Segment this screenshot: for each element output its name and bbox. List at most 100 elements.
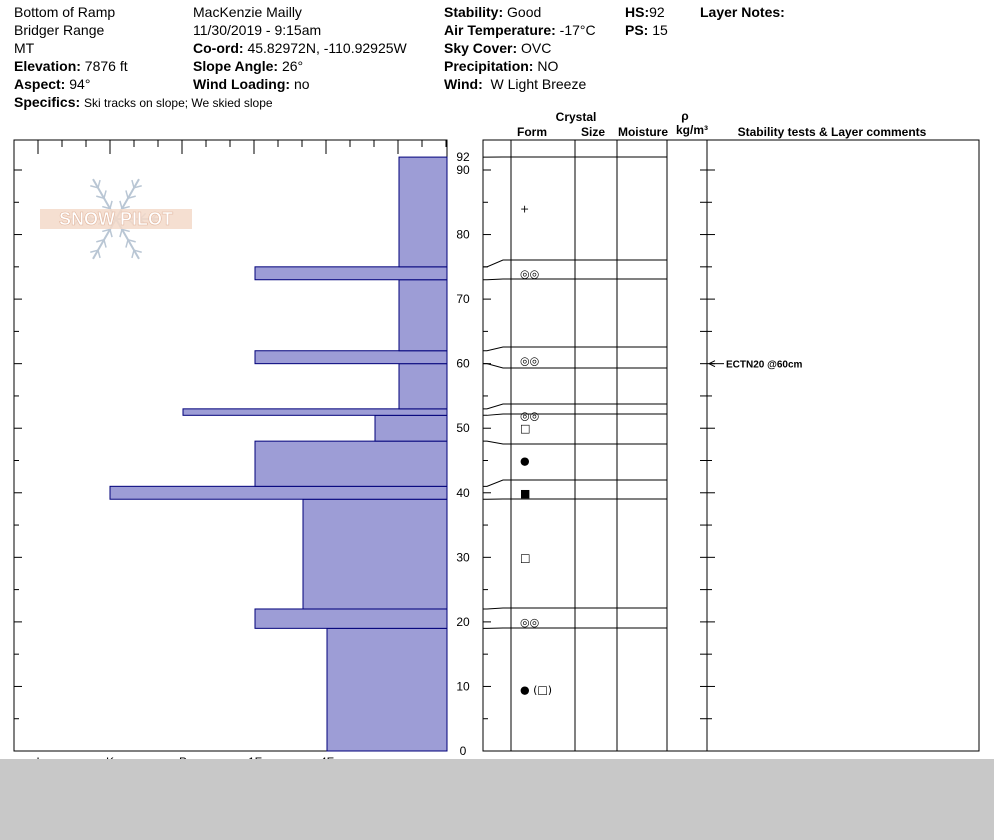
air-temp-label: Air Temperature: [444,22,556,38]
snowflake-branch [133,249,142,253]
crystal-form-6: ■ [520,487,530,500]
wind-loading-label: Wind Loading: [193,76,291,92]
logo-band [40,209,192,229]
precip-field: Precipitation: NO [444,57,558,75]
range-name: Bridger Range [14,22,105,38]
snowflake-branch [131,249,135,259]
ps-label: PS: [625,22,649,38]
logo-text: SNOW PILOT [59,209,173,229]
snowflake-branch [119,200,123,209]
snowflake-branch [102,205,111,210]
layer-boundary-line [483,278,667,281]
sky-field: Sky Cover: OVC [444,39,551,57]
air-temp-value: -17°C [559,22,596,38]
layer-boundary-line [483,440,667,445]
snowflake-branch [97,179,101,189]
crystal-form-1: ◎◎ [520,267,539,280]
hardness-bar-10 [254,266,448,281]
layer-boundary-line [483,479,667,487]
slope-value: 26° [281,58,304,74]
hs-field: HS:92 [625,3,665,21]
hardness-bar-3 [109,485,448,500]
wind-field: Wind: W Light Breeze [444,75,586,93]
snowflake-branch [127,239,136,243]
crystal-form-8: ◎◎ [520,616,539,629]
hardness-bar-1 [254,608,448,629]
elevation-field: Elevation: 7876 ft [14,57,128,75]
layer-notes-label: Layer Notes: [700,4,785,20]
aspect-value: 94° [69,76,91,92]
snowflake-branch [121,228,130,233]
depth-tick-label: 0 [460,744,467,758]
hardness-bar-6 [182,408,448,416]
comment-arrow-head [707,360,716,368]
hs-value: 92 [649,4,665,20]
snowflake-branch [90,185,99,189]
rho-header: ρ [681,109,688,123]
hardness-bars [109,156,448,752]
specifics-label: Specifics: [14,94,81,110]
snowflake-branch [90,249,99,253]
snowflake-branch [119,229,123,238]
hardness-bar-9 [398,279,448,352]
hardness-bar-8 [254,350,448,365]
precip-label: Precipitation: [444,58,534,74]
layer-boundary-line [483,413,667,416]
wind-loading-field: Wind Loading: no [193,75,310,93]
size-header: Size [581,125,605,139]
hardness-bar-0 [326,627,448,752]
layer-boundary-line [483,259,667,268]
precip-value: NO [537,58,559,74]
layer-boundary-line [483,363,667,369]
crystal-forms: +◎◎◎◎◎◎□●■□◎◎● (□) [520,203,552,697]
state-name: MT [14,40,35,56]
snowflake-branch [109,200,113,209]
depth-tick-label: 30 [456,550,470,564]
stability-field: Stability: Good [444,3,541,21]
crystal-form-3: ◎◎ [520,409,539,422]
snowflake-branch [109,229,113,238]
wind-loading-value: no [293,76,310,92]
depth-tick-label: 10 [456,679,470,693]
snowflake-branch [103,239,107,248]
snowflake-branch [103,190,107,199]
air-temp-field: Air Temperature: -17°C [444,21,596,39]
crystal-form-4: □ [520,422,530,435]
hardness-bar-5 [374,414,448,442]
layer-boundary-line [483,607,667,610]
stability-value: Good [507,4,542,20]
layer-table [482,139,980,752]
layer-boundary-line [483,346,667,352]
snowflake-branch [125,239,129,248]
coord-label: Co-ord: [193,40,244,56]
snowflake-branch [96,239,105,243]
layer-table-frame [482,139,980,752]
slope-field: Slope Angle: 26° [193,57,303,75]
aspect-field: Aspect: 94° [14,75,90,93]
depth-tick-label: 20 [456,615,470,629]
elevation-label: Elevation: [14,58,81,74]
comment-text-0: ECTN20 @60cm [726,360,803,371]
depth-tick-label: 70 [456,292,470,306]
ps-value: 15 [652,22,668,38]
density-unit-header: kg/m³ [676,123,708,137]
slope-label: Slope Angle: [193,58,279,74]
aspect-label: Aspect: [14,76,66,92]
depth-top-label: 92 [456,150,470,164]
crystal-form-5: ● [520,455,530,468]
stability-tests-header: Stability tests & Layer comments [738,125,927,139]
snowflake-branch [97,249,101,259]
snowflake-branch [127,195,136,199]
snowpilot-logo: SNOW PILOT [40,178,192,260]
crystal-form-0: + [520,203,529,216]
snowflake-branch [102,228,111,233]
depth-tick-label: 40 [456,486,470,500]
observer-name: MacKenzie Mailly [193,4,302,20]
specifics-field: Specifics: Ski tracks on slope; We skied… [14,93,273,112]
hardness-bar-7 [398,363,448,410]
snowflake-branch [96,195,105,199]
crystal-header: Crystal [556,110,597,124]
coord-field: Co-ord: 45.82972N, -110.92925W [193,39,407,57]
